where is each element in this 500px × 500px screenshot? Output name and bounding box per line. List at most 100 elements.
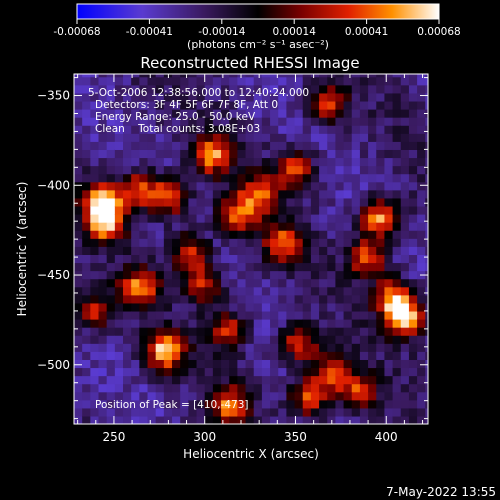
heatmap-cell — [359, 262, 369, 272]
heatmap-cell — [278, 222, 287, 231]
heatmap-cell — [278, 230, 287, 239]
heatmap-cell — [425, 76, 428, 86]
heatmap-cell — [310, 270, 320, 280]
heatmap-cell — [74, 351, 83, 360]
heatmap-cell — [343, 238, 353, 247]
heatmap-cell — [90, 84, 100, 94]
heatmap-cell — [417, 125, 426, 134]
heatmap-cell — [425, 125, 428, 134]
heatmap-cell — [147, 230, 157, 239]
heatmap-cell — [359, 125, 369, 134]
heatmap-cell — [114, 254, 124, 264]
heatmap-cell — [221, 335, 230, 344]
heatmap-cell — [204, 399, 214, 409]
heatmap-cell — [237, 319, 247, 328]
heatmap-cell — [123, 76, 132, 86]
heatmap-cell — [302, 74, 312, 78]
heatmap-cell — [343, 375, 353, 385]
heatmap-cell — [196, 76, 206, 86]
heatmap-cell — [204, 270, 214, 280]
heatmap-cell — [384, 359, 394, 369]
heatmap-cell — [196, 391, 206, 401]
heatmap-cell — [114, 294, 124, 304]
heatmap-cell — [286, 230, 296, 239]
heatmap-cell — [343, 165, 353, 175]
heatmap-cell — [278, 125, 287, 134]
heatmap-cell — [172, 230, 181, 239]
heatmap-cell — [74, 133, 83, 142]
heatmap-cell — [155, 92, 165, 102]
heatmap-cell — [245, 367, 255, 377]
heatmap-cell — [114, 84, 124, 94]
heatmap-cell — [294, 157, 304, 167]
heatmap-cell — [180, 278, 189, 288]
heatmap-cell — [155, 359, 165, 369]
heatmap-cell — [368, 133, 377, 142]
heatmap-cell — [245, 270, 255, 280]
heatmap-cell — [229, 173, 238, 183]
heatmap-cell — [302, 383, 312, 393]
heatmap-cell — [98, 117, 108, 126]
heatmap-cell — [310, 246, 320, 255]
heatmap-cell — [237, 310, 247, 320]
heatmap-cell — [294, 238, 304, 247]
heatmap-cell — [376, 335, 386, 344]
heatmap-cell — [229, 92, 238, 102]
heatmap-cell — [368, 286, 377, 296]
heatmap-cell — [139, 141, 149, 150]
heatmap-cell — [286, 286, 296, 296]
heatmap-cell — [278, 391, 287, 401]
heatmap-cell — [106, 407, 116, 417]
heatmap-cell — [261, 359, 271, 369]
heatmap-cell — [147, 335, 157, 344]
heatmap-cell — [98, 351, 108, 360]
heatmap-cell — [408, 117, 418, 126]
heatmap-cell — [188, 100, 198, 110]
heatmap-cell — [253, 246, 263, 255]
heatmap-cell — [384, 109, 394, 118]
heatmap-cell — [180, 149, 189, 159]
heatmap-cell — [392, 294, 402, 304]
heatmap-cell — [294, 74, 304, 78]
heatmap-cell — [384, 157, 394, 167]
heatmap-cell — [114, 189, 124, 199]
heatmap-cell — [302, 335, 312, 344]
heatmap-cell — [106, 286, 116, 296]
heatmap-cell — [400, 74, 410, 78]
heatmap-cell — [74, 76, 83, 86]
heatmap-cell — [196, 92, 206, 102]
heatmap-cell — [376, 189, 386, 199]
heatmap-cell — [417, 351, 426, 360]
heatmap-cell — [253, 141, 263, 150]
heatmap-cell — [261, 125, 271, 134]
heatmap-cell — [204, 351, 214, 360]
heatmap-cell — [327, 100, 337, 110]
heatmap-cell — [180, 399, 189, 409]
heatmap-cell — [74, 100, 83, 110]
heatmap-cell — [343, 109, 353, 118]
heatmap-cell — [180, 165, 189, 175]
heatmap-cell — [147, 84, 157, 94]
heatmap-cell — [286, 294, 296, 304]
heatmap-cell — [90, 351, 100, 360]
heatmap-cell — [163, 181, 173, 191]
heatmap-cell — [131, 302, 140, 312]
heatmap-cell — [417, 74, 426, 78]
heatmap-cell — [294, 133, 304, 142]
heatmap-cell — [237, 109, 247, 118]
heatmap-cell — [392, 165, 402, 175]
heatmap-cell — [384, 117, 394, 126]
heatmap-cell — [237, 197, 247, 207]
heatmap-cell — [180, 375, 189, 385]
heatmap-cell — [270, 238, 279, 247]
heatmap-cell — [261, 165, 271, 175]
heatmap-cell — [180, 222, 189, 231]
heatmap-cell — [172, 335, 181, 344]
heatmap-cell — [261, 149, 271, 159]
heatmap-cell — [425, 294, 428, 304]
heatmap-cell — [253, 205, 263, 215]
heatmap-cell — [425, 165, 428, 175]
heatmap-cell — [286, 117, 296, 126]
heatmap-cell — [212, 310, 222, 320]
heatmap-cell — [319, 230, 328, 239]
